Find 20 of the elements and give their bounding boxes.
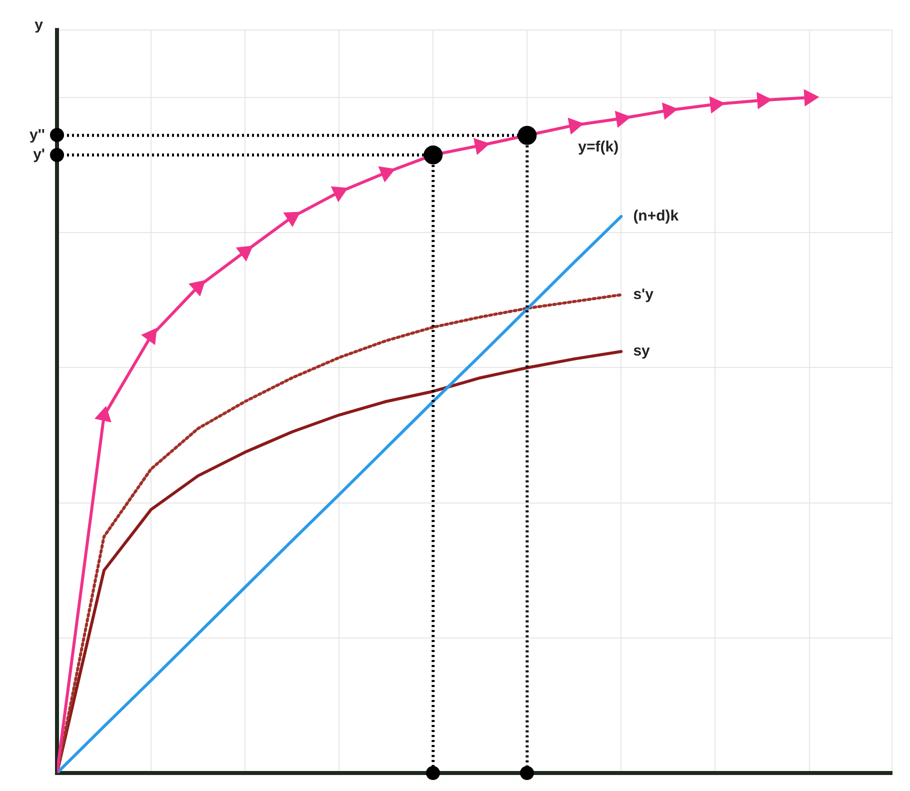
point bbox=[568, 118, 583, 134]
point bbox=[332, 186, 347, 201]
point bbox=[379, 166, 394, 181]
y-axis-title: y bbox=[34, 16, 44, 34]
point bbox=[710, 97, 724, 112]
point bbox=[284, 212, 300, 226]
point bbox=[756, 92, 771, 108]
series-label: (n+d)k bbox=[633, 208, 680, 225]
point bbox=[142, 328, 157, 344]
ref-line-label: y' bbox=[33, 146, 45, 164]
series-label: s'y bbox=[633, 286, 654, 303]
point bbox=[474, 138, 488, 154]
point bbox=[615, 112, 630, 127]
point bbox=[237, 246, 252, 260]
ref-line-label: y'' bbox=[30, 126, 45, 144]
point bbox=[804, 90, 818, 106]
series-label: y=f(k) bbox=[578, 138, 619, 156]
series-label: sy bbox=[633, 342, 651, 360]
point bbox=[190, 280, 205, 296]
point bbox=[662, 103, 677, 118]
